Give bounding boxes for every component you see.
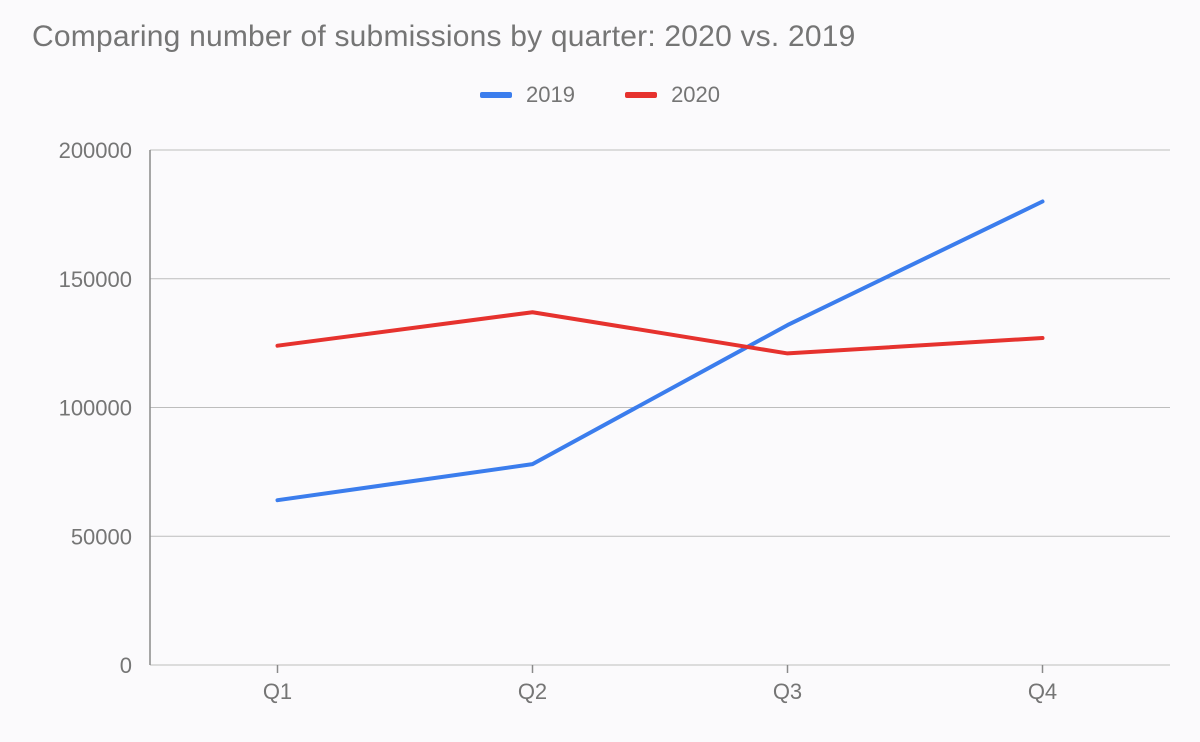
x-tick-label: Q3: [773, 679, 802, 704]
y-tick-label: 0: [120, 653, 132, 678]
y-tick-label: 100000: [59, 396, 132, 421]
series-line-2020: [278, 312, 1043, 353]
x-axis-ticks: Q1 Q2 Q3 Q4: [263, 665, 1057, 704]
chart-container: Comparing number of submissions by quart…: [0, 0, 1200, 742]
y-axis-ticks: 0 50000 100000 150000 200000: [59, 138, 132, 678]
series-line-2019: [278, 202, 1043, 501]
y-tick-label: 200000: [59, 138, 132, 163]
x-tick-label: Q1: [263, 679, 292, 704]
y-tick-label: 150000: [59, 267, 132, 292]
gridlines: [150, 150, 1170, 665]
y-tick-label: 50000: [71, 524, 132, 549]
chart-plot: 0 50000 100000 150000 200000 Q1 Q2 Q3 Q4: [0, 0, 1200, 742]
x-tick-label: Q2: [518, 679, 547, 704]
x-tick-label: Q4: [1028, 679, 1057, 704]
